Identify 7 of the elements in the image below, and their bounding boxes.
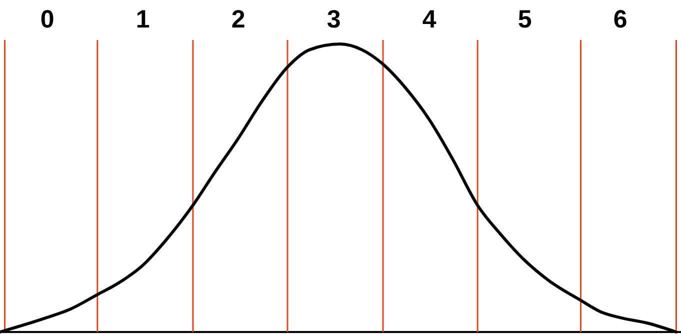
x-tick-label: 3	[326, 6, 341, 34]
x-tick-label: 2	[231, 6, 246, 34]
x-tick-label: 0	[40, 6, 54, 34]
x-tick-label: 4	[422, 6, 436, 34]
x-tick-label: 5	[518, 6, 532, 34]
x-tick-label: 1	[136, 6, 150, 34]
x-tick-label: 6	[613, 6, 628, 34]
